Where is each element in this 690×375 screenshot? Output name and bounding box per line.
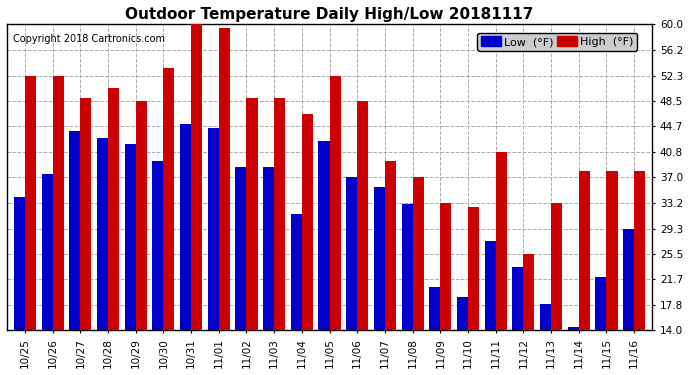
Bar bbox=[25, 76, 36, 330]
Legend: Low  (°F), High  (°F): Low (°F), High (°F) bbox=[477, 33, 637, 51]
Bar bbox=[246, 98, 257, 330]
Bar bbox=[484, 241, 495, 330]
Bar bbox=[219, 28, 230, 330]
Bar bbox=[457, 297, 468, 330]
Bar bbox=[319, 141, 330, 330]
Bar bbox=[108, 88, 119, 330]
Bar bbox=[468, 207, 479, 330]
Bar bbox=[52, 76, 63, 330]
Bar bbox=[302, 114, 313, 330]
Bar bbox=[374, 188, 385, 330]
Bar bbox=[69, 131, 80, 330]
Bar bbox=[540, 304, 551, 330]
Bar bbox=[235, 168, 246, 330]
Bar bbox=[440, 203, 451, 330]
Bar bbox=[607, 171, 618, 330]
Bar bbox=[263, 168, 274, 330]
Bar bbox=[97, 138, 108, 330]
Bar bbox=[634, 171, 645, 330]
Bar bbox=[579, 171, 590, 330]
Bar bbox=[385, 161, 396, 330]
Bar bbox=[80, 98, 91, 330]
Bar bbox=[152, 161, 164, 330]
Bar bbox=[125, 144, 136, 330]
Bar bbox=[512, 267, 524, 330]
Bar bbox=[495, 152, 506, 330]
Bar bbox=[524, 254, 535, 330]
Bar bbox=[595, 277, 607, 330]
Text: Copyright 2018 Cartronics.com: Copyright 2018 Cartronics.com bbox=[13, 34, 166, 44]
Bar bbox=[623, 229, 634, 330]
Bar bbox=[41, 174, 52, 330]
Bar bbox=[413, 177, 424, 330]
Bar bbox=[346, 177, 357, 330]
Bar bbox=[180, 124, 191, 330]
Bar bbox=[330, 76, 341, 330]
Bar bbox=[402, 204, 413, 330]
Bar bbox=[290, 214, 302, 330]
Bar bbox=[136, 101, 147, 330]
Title: Outdoor Temperature Daily High/Low 20181117: Outdoor Temperature Daily High/Low 20181… bbox=[126, 7, 534, 22]
Bar bbox=[429, 287, 440, 330]
Bar bbox=[191, 21, 202, 330]
Bar bbox=[274, 98, 285, 330]
Bar bbox=[208, 128, 219, 330]
Bar bbox=[551, 203, 562, 330]
Bar bbox=[14, 197, 25, 330]
Bar bbox=[357, 101, 368, 330]
Bar bbox=[164, 68, 175, 330]
Bar bbox=[568, 327, 579, 330]
